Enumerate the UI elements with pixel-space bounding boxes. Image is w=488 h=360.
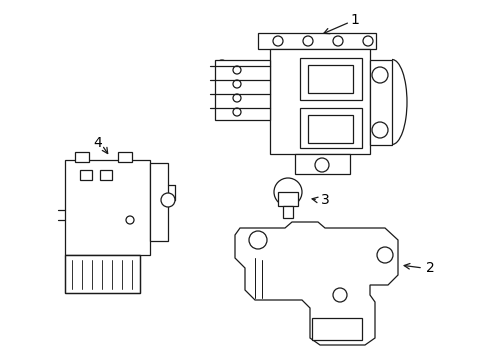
- Bar: [283, 206, 292, 218]
- Circle shape: [218, 63, 225, 69]
- Text: 3: 3: [320, 193, 329, 207]
- Bar: [65, 255, 140, 293]
- Bar: [258, 33, 375, 49]
- Bar: [215, 60, 269, 120]
- Circle shape: [232, 80, 241, 88]
- Circle shape: [362, 36, 372, 46]
- Bar: [299, 58, 361, 100]
- Text: 2: 2: [425, 261, 433, 275]
- Bar: [369, 60, 391, 145]
- Circle shape: [371, 67, 387, 83]
- Circle shape: [216, 102, 227, 114]
- Circle shape: [332, 36, 342, 46]
- Circle shape: [216, 74, 227, 86]
- Bar: [118, 152, 132, 162]
- Circle shape: [218, 104, 225, 112]
- Circle shape: [232, 66, 241, 74]
- Polygon shape: [235, 222, 397, 345]
- Bar: [294, 154, 349, 174]
- Circle shape: [376, 247, 392, 263]
- Bar: [65, 160, 150, 255]
- Bar: [307, 115, 352, 143]
- Bar: [307, 65, 352, 93]
- Bar: [100, 170, 112, 180]
- Circle shape: [273, 178, 302, 206]
- Bar: [150, 163, 168, 241]
- Circle shape: [371, 122, 387, 138]
- Bar: [269, 49, 369, 154]
- Text: 1: 1: [350, 13, 359, 27]
- Bar: [80, 170, 92, 180]
- Circle shape: [216, 60, 227, 72]
- Circle shape: [218, 90, 225, 98]
- Circle shape: [232, 94, 241, 102]
- Bar: [278, 192, 297, 206]
- Circle shape: [126, 216, 134, 224]
- Circle shape: [303, 36, 312, 46]
- Bar: [299, 108, 361, 148]
- Bar: [65, 255, 140, 293]
- Circle shape: [248, 231, 266, 249]
- Bar: [311, 318, 361, 340]
- Bar: [75, 152, 89, 162]
- Circle shape: [232, 108, 241, 116]
- Circle shape: [216, 88, 227, 100]
- Circle shape: [161, 193, 175, 207]
- Circle shape: [332, 288, 346, 302]
- Circle shape: [218, 77, 225, 84]
- Circle shape: [272, 36, 283, 46]
- Text: 4: 4: [93, 136, 102, 150]
- Circle shape: [314, 158, 328, 172]
